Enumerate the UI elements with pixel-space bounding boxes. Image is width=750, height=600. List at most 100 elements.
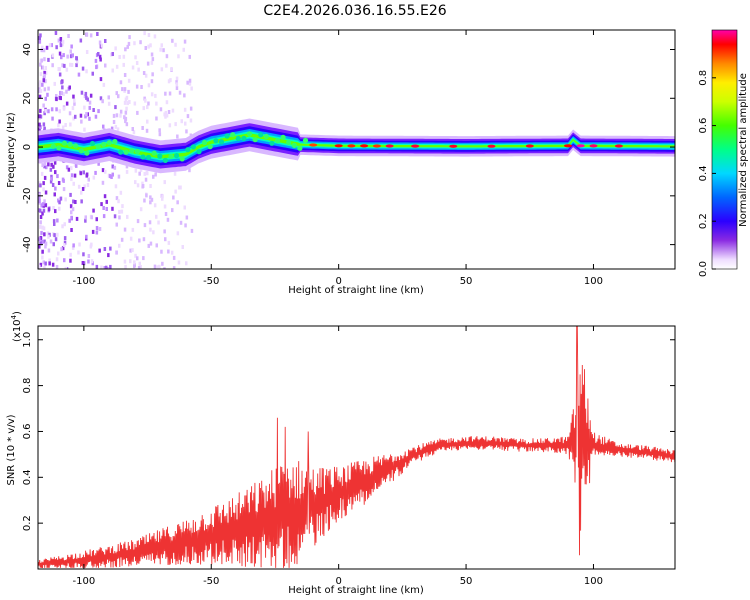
spectrogram-noise-cell	[38, 192, 41, 197]
spectrogram-noise-cell	[61, 63, 64, 68]
spectrogram-noise-cell	[43, 199, 46, 204]
spectrogram-noise-cell	[38, 87, 41, 92]
spectrogram-noise-cell	[97, 161, 100, 166]
spectrogram-noise-cell	[135, 61, 139, 65]
spectrogram-noise-cell	[80, 190, 83, 195]
spectrogram-noise-cell	[84, 91, 88, 96]
spectrogram-noise-cell	[110, 126, 114, 131]
spectrogram-noise-cell	[86, 112, 89, 117]
spectrogram-noise-cell	[52, 242, 55, 247]
spectrogram-y-tick-label: 20	[22, 92, 33, 105]
spectrogram-noise-cell	[85, 32, 89, 37]
spectrogram-noise-cell	[146, 105, 149, 110]
spectrogram-noise-cell	[104, 169, 107, 174]
snr-y-tick-label: 0.4	[22, 469, 33, 485]
spectrogram-noise-cell	[39, 220, 42, 225]
spectrogram-noise-cell	[157, 220, 160, 225]
spectrogram-noise-cell	[111, 172, 114, 177]
spectrogram-noise-cell	[142, 237, 146, 242]
spectrogram-noise-cell	[119, 190, 123, 195]
spectrogram-noise-cell	[41, 255, 44, 260]
spectrogram-noise-cell	[105, 265, 108, 269]
spectrogram-noise-cell	[62, 187, 66, 192]
spectrogram-peak	[269, 140, 275, 146]
spectrogram-noise-cell	[188, 54, 191, 59]
spectrogram-noise-cell	[138, 238, 141, 243]
spectrogram-noise-cell	[80, 199, 83, 204]
spectrogram-noise-cell	[48, 261, 51, 266]
spectrogram-noise-cell	[50, 107, 54, 112]
spectrogram-noise-cell	[70, 44, 73, 49]
spectrogram-noise-cell	[46, 92, 49, 97]
spectrogram-noise-cell	[177, 54, 180, 59]
spectrogram-noise-cell	[149, 227, 152, 232]
spectrogram-noise-cell	[39, 108, 42, 113]
colorbar-tick-label: 0.8	[698, 70, 709, 86]
spectrogram-noise-cell	[85, 234, 88, 239]
spectrogram-noise-cell	[54, 209, 57, 214]
spectrogram-noise-cell	[146, 61, 150, 66]
spectrogram-noise-cell	[107, 101, 111, 106]
spectrogram-noise-cell	[49, 167, 53, 172]
spectrogram-noise-cell	[117, 94, 120, 99]
spectrogram-noise-cell	[150, 52, 154, 57]
spectrogram-noise-cell	[99, 77, 103, 82]
spectrogram-noise-cell	[115, 222, 118, 227]
spectrogram-noise-cell	[153, 264, 157, 269]
spectrogram-noise-cell	[68, 218, 71, 223]
spectrogram-noise-cell	[60, 80, 63, 85]
spectrogram-noise-cell	[40, 58, 43, 63]
spectrogram-noise-cell	[58, 206, 61, 211]
spectrogram-hotspot	[309, 143, 318, 147]
spectrogram-noise-cell	[142, 256, 145, 261]
spectrogram-noise-cell	[80, 90, 84, 95]
spectrogram-noise-cell	[104, 39, 107, 43]
spectrogram-noise-cell	[127, 89, 130, 94]
spectrogram-noise-cell	[65, 101, 69, 106]
spectrogram-noise-cell	[125, 106, 128, 111]
spectrogram-noise-cell	[149, 195, 152, 200]
spectrogram-noise-cell	[155, 243, 158, 248]
spectrogram-noise-cell	[105, 199, 108, 204]
spectrogram-noise-cell	[178, 90, 182, 95]
spectrogram-noise-cell	[190, 228, 194, 233]
spectrogram-noise-cell	[83, 105, 86, 110]
spectrogram-noise-cell	[60, 55, 63, 60]
spectrogram-noise-cell	[69, 192, 72, 197]
snr-series	[38, 326, 675, 568]
spectrogram-noise-cell	[102, 206, 105, 210]
spectrogram-noise-cell	[61, 224, 64, 229]
spectrogram-noise-cell	[153, 203, 157, 208]
spectrogram-noise-cell	[80, 119, 83, 124]
spectrogram-noise-cell	[71, 207, 75, 212]
spectrogram-noise-cell	[167, 79, 171, 84]
spectrogram-noise-cell	[55, 257, 59, 262]
spectrogram-noise-cell	[70, 177, 73, 182]
spectrogram-noise-cell	[165, 100, 169, 105]
snr-y-scale-exponent: 4	[10, 314, 18, 319]
spectrogram-noise-cell	[166, 217, 170, 222]
spectrogram-noise-cell	[90, 215, 93, 220]
spectrogram-noise-cell	[113, 214, 117, 219]
spectrogram-noise-cell	[40, 171, 44, 176]
spectrogram-noise-cell	[38, 237, 41, 242]
spectrogram-noise-cell	[147, 243, 150, 248]
spectrogram-band	[38, 133, 675, 159]
colorbar-gradient	[711, 29, 738, 270]
spectrogram-noise-cell	[170, 250, 174, 255]
spectrogram-noise-cell	[145, 128, 149, 133]
spectrogram-noise-cell	[139, 167, 143, 172]
spectrogram-noise-cell	[40, 203, 43, 208]
spectrogram-noise-cell	[149, 241, 153, 246]
spectrogram-noise-cell	[171, 108, 175, 113]
spectrogram-noise-cell	[43, 73, 46, 78]
spectrogram-noise-cell	[75, 63, 78, 68]
spectrogram-noise-cell	[69, 204, 73, 209]
spectrogram-noise-cell	[143, 31, 146, 36]
spectrogram-x-tick-label: -50	[203, 276, 219, 287]
spectrogram-noise-cell	[94, 114, 98, 119]
spectrogram-noise-cell	[58, 119, 61, 124]
spectrogram-peak	[246, 131, 253, 137]
spectrogram-noise-cell	[188, 78, 192, 83]
spectrogram-noise-cell	[125, 164, 129, 169]
